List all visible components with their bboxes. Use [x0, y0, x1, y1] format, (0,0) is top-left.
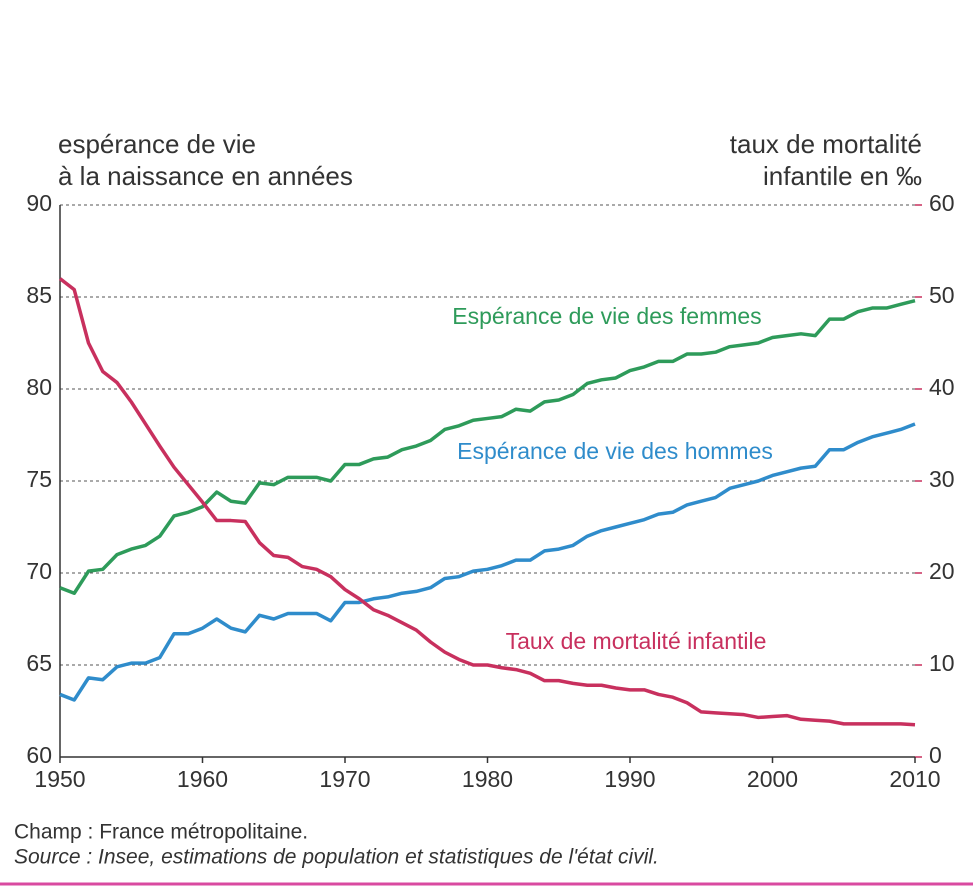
x-tick-label: 1970 [319, 766, 370, 792]
note: Source : Insee, estimations de populatio… [14, 846, 659, 869]
x-tick-label: 1950 [34, 766, 85, 792]
y2-tick-label: 10 [929, 650, 955, 676]
series-label: Taux de mortalité infantile [506, 628, 767, 654]
series-line [59, 422, 916, 702]
x-tick-label: 1990 [604, 766, 655, 792]
y-tick-label: 70 [26, 558, 52, 584]
y-tick-label: 85 [26, 282, 52, 308]
x-tick-label: 2000 [747, 766, 798, 792]
x-tick-label: 1980 [462, 766, 513, 792]
y2-tick-label: 20 [929, 558, 955, 584]
y-tick-label: 60 [26, 742, 52, 768]
x-tick-label: 1960 [177, 766, 228, 792]
y2-tick-label: 0 [929, 742, 942, 768]
series-label: Espérance de vie des femmes [452, 303, 761, 329]
note: Champ : France métropolitaine. [14, 821, 308, 844]
y2-tick-label: 30 [929, 466, 955, 492]
y2-tick-label: 40 [929, 374, 955, 400]
series-line [59, 298, 916, 595]
series-line [58, 277, 916, 727]
y2-axis-title-line: infantile en ‰ [763, 161, 922, 191]
y2-axis-title-line: taux de mortalité [730, 129, 922, 159]
x-tick-label: 2010 [889, 766, 940, 792]
y2-tick-label: 60 [929, 190, 955, 216]
series-label: Espérance de vie des hommes [457, 438, 773, 464]
y-tick-label: 80 [26, 374, 52, 400]
y-axis-title-line: à la naissance en années [58, 161, 353, 191]
y-axis-title-line: espérance de vie [58, 129, 256, 159]
y-tick-label: 75 [26, 466, 52, 492]
y2-tick-label: 50 [929, 282, 955, 308]
y-tick-label: 90 [26, 190, 52, 216]
y-tick-label: 65 [26, 650, 52, 676]
